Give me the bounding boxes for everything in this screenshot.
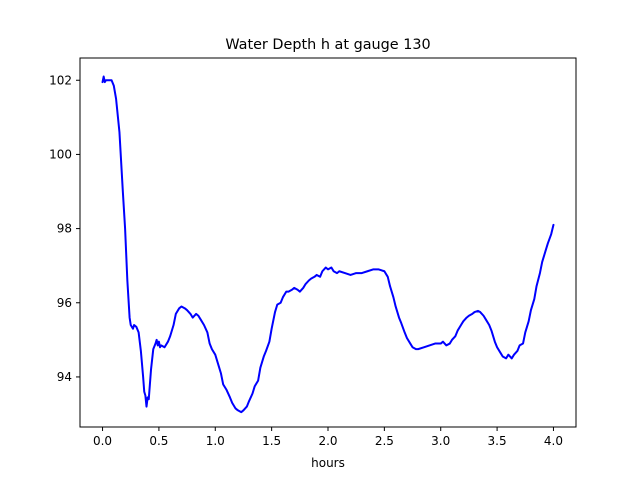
x-tick-label: 3.5 — [488, 434, 507, 448]
axes-frame — [79, 57, 577, 428]
x-tick-label: 0.5 — [149, 434, 168, 448]
y-tick-label: 96 — [57, 296, 72, 310]
x-tick-label: 4.0 — [544, 434, 563, 448]
x-tick-label: 1.0 — [206, 434, 225, 448]
y-axis: 94 96 98 100 102 — [49, 73, 80, 384]
x-tick-label: 2.0 — [318, 434, 337, 448]
series-line — [101, 75, 555, 414]
x-axis: 0.0 0.5 1.0 1.5 2.0 2.5 3.0 3.5 4.0 — [93, 427, 563, 448]
x-tick-label: 3.0 — [431, 434, 450, 448]
y-tick-label: 98 — [57, 222, 72, 236]
y-tick-label: 102 — [49, 73, 72, 87]
x-tick-label: 2.5 — [375, 434, 394, 448]
plot-area — [101, 75, 555, 414]
x-axis-label: hours — [311, 456, 345, 470]
x-tick-label: 1.5 — [262, 434, 281, 448]
x-tick-label: 0.0 — [93, 434, 112, 448]
y-tick-label: 100 — [49, 147, 72, 161]
y-tick-label: 94 — [57, 370, 72, 384]
chart-title: Water Depth h at gauge 130 — [225, 37, 430, 53]
